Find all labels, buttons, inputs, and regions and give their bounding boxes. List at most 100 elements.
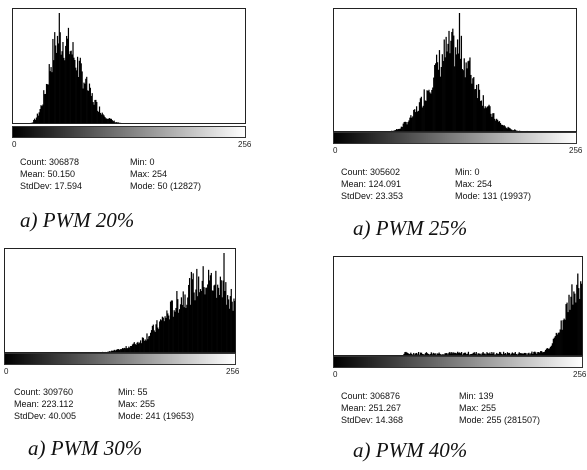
histogram-bar — [107, 118, 109, 123]
histogram-bar — [432, 87, 434, 131]
histogram-bar — [580, 281, 582, 355]
histogram-bar — [546, 348, 549, 355]
x-max-label: 256 — [226, 367, 240, 376]
histogram-bar — [467, 61, 469, 131]
stat-stddev: StdDev: 17.594 — [20, 181, 83, 191]
histogram-bar — [225, 282, 227, 352]
histogram-bar — [47, 84, 49, 123]
histogram-bar — [408, 353, 410, 355]
histogram-bar — [75, 67, 77, 123]
histogram-bar — [463, 352, 466, 355]
histogram-bar — [488, 104, 490, 131]
histogram-bar — [172, 316, 174, 352]
panel-caption: a) PWM 40% — [353, 438, 468, 462]
histogram-bar — [561, 329, 563, 355]
histogram-bar — [528, 352, 530, 355]
histogram-bar — [499, 351, 501, 355]
histogram-bar — [105, 118, 107, 123]
histogram-bar — [29, 123, 30, 124]
histogram-bar — [525, 353, 527, 355]
histogram-bar — [452, 353, 454, 355]
histogram-bar — [472, 78, 474, 131]
histogram-bar — [169, 319, 171, 352]
histogram-bar — [155, 324, 157, 352]
histogram-bar — [473, 77, 475, 131]
histogram-bar — [443, 39, 445, 131]
histogram-bar — [431, 89, 433, 131]
histogram-bar — [480, 354, 482, 355]
histogram-bar — [397, 128, 400, 131]
histogram-bar — [457, 53, 460, 131]
histogram-bar — [414, 354, 416, 355]
histogram-bar — [65, 45, 67, 123]
histogram-bar — [540, 351, 542, 355]
histogram-bar — [487, 353, 489, 355]
histogram-bar — [191, 279, 193, 352]
histogram-bar — [66, 35, 68, 123]
histogram-bar — [443, 354, 445, 355]
panel-caption: a) PWM 30% — [28, 436, 143, 460]
histogram-bar — [433, 77, 435, 131]
histogram-bar — [119, 123, 120, 124]
histogram-bar — [510, 353, 513, 355]
histogram-bar — [501, 354, 504, 355]
histogram-bar — [432, 352, 434, 355]
histogram-bar — [214, 284, 216, 352]
gray-level-gradient-bar — [333, 356, 583, 368]
histogram-bar — [435, 54, 438, 131]
histogram-bar — [42, 104, 44, 123]
histogram-bar — [425, 100, 427, 131]
stats-block: Count: 306878 Mean: 50.150 StdDev: 17.59… — [20, 156, 250, 196]
histogram-bar — [445, 36, 447, 131]
histogram-bar — [220, 280, 222, 352]
stat-max: Max: 255 — [118, 399, 156, 409]
histogram-bar — [470, 354, 472, 355]
histogram-bar — [446, 51, 448, 131]
histogram-bar — [454, 353, 456, 355]
histogram-bar — [442, 354, 444, 355]
histogram-bar — [188, 278, 191, 352]
histogram-bar — [94, 99, 96, 123]
histogram-bar — [145, 340, 147, 352]
histogram-bar — [98, 106, 101, 123]
histogram-bar — [84, 83, 86, 123]
histogram-bar — [543, 351, 546, 355]
histogram-bar — [442, 61, 444, 131]
histogram-bar — [570, 296, 572, 355]
histogram-bar — [140, 340, 142, 352]
histogram-bar — [416, 111, 419, 131]
histogram-bar — [461, 69, 463, 131]
histogram-bar — [487, 106, 489, 131]
histogram-bar — [481, 105, 483, 131]
histogram-bar — [406, 124, 408, 131]
histogram-bar — [491, 352, 493, 355]
histogram-bar — [492, 353, 494, 355]
histogram-bar — [45, 83, 48, 123]
histogram-bar — [573, 291, 575, 355]
histogram-bar — [441, 54, 443, 131]
histogram-bar — [67, 27, 70, 123]
histogram-bar — [448, 30, 450, 131]
histogram-bar — [515, 353, 517, 355]
histogram-bar — [30, 122, 32, 123]
histogram-bar — [90, 95, 92, 123]
histogram-bar — [500, 353, 503, 355]
stat-max: Max: 255 — [459, 403, 497, 413]
histogram-bar — [32, 122, 34, 123]
histogram-bar — [421, 354, 424, 355]
histogram-bar — [425, 352, 428, 355]
histogram-bar — [222, 280, 224, 352]
histogram-bar — [136, 342, 138, 352]
histogram-bar — [39, 109, 41, 123]
histogram-bar — [78, 60, 81, 123]
histogram-bar — [116, 349, 118, 352]
histogram-svg — [29, 13, 122, 124]
histogram-bar — [193, 292, 195, 352]
histogram-bar — [229, 296, 231, 352]
histogram-bar — [444, 57, 446, 131]
histogram-bar — [404, 352, 406, 355]
histogram-bar — [86, 76, 88, 123]
histogram-bar — [476, 84, 478, 131]
histogram-bar — [533, 351, 535, 355]
histogram-svg — [101, 253, 235, 352]
